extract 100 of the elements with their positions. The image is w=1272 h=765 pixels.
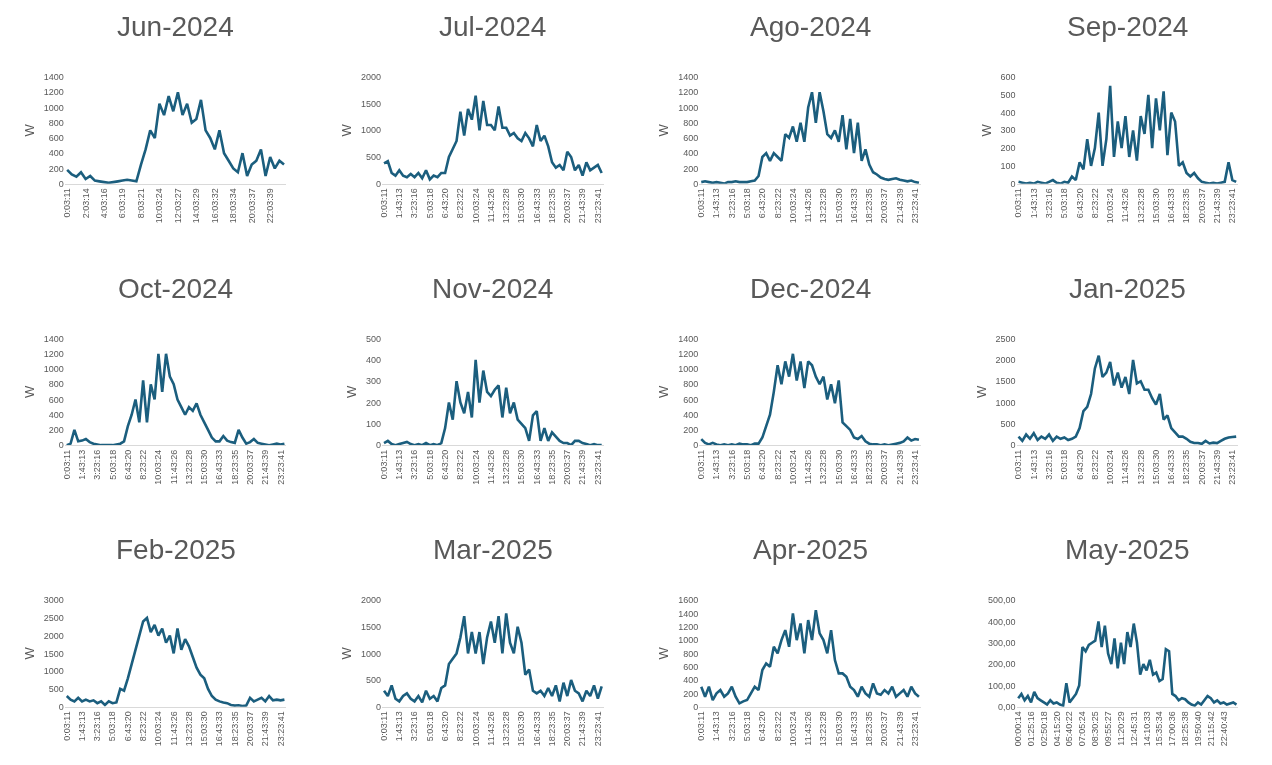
x-tick-label: 6:43:20 <box>122 449 133 480</box>
chart-title: Feb-2025 <box>116 534 236 565</box>
x-tick-label: 11:43:26 <box>803 711 814 746</box>
x-tick-label: 5:03:18 <box>424 449 435 480</box>
x-tick-label: 16:43:33 <box>214 711 225 747</box>
x-tick-label: 12:03:27 <box>172 188 183 224</box>
x-tick-label: 21:43:39 <box>260 449 271 485</box>
y-tick-label: 1500 <box>995 376 1016 387</box>
x-tick-label: 1:43:13 <box>76 711 87 742</box>
x-tick-label: 0:03:11 <box>378 449 389 480</box>
y-tick-label: 1500 <box>361 98 382 109</box>
x-tick-label: 8:23:22 <box>455 449 466 480</box>
y-tick-label: 200 <box>48 425 64 436</box>
x-tick-label: 20:03:37 <box>562 188 573 224</box>
line-series <box>382 358 603 446</box>
x-tick-label: 11:43:26 <box>1120 188 1131 223</box>
x-tick-label: 11:20:29 <box>1115 711 1126 746</box>
y-tick-label: 1000 <box>678 102 699 113</box>
y-tick-label: 600 <box>1000 72 1016 83</box>
x-tick-label: 8:23:22 <box>138 711 149 742</box>
y-tick-label: 100 <box>366 419 382 429</box>
x-tick-label: 10:03:24 <box>1105 188 1116 224</box>
y-axis-title: W <box>339 123 355 137</box>
y-tick-label: 100,00 <box>988 680 1016 691</box>
x-tick-label: 20:03:37 <box>879 449 890 485</box>
x-tick-label: 5:03:18 <box>107 711 118 742</box>
y-tick-label: 0 <box>1010 440 1016 451</box>
chart-title: Mar-2025 <box>433 534 553 565</box>
y-axis-title: W <box>656 123 672 137</box>
x-tick-label: 21:15:42 <box>1205 711 1216 747</box>
x-tick-label: 5:03:18 <box>1059 449 1070 480</box>
x-tick-label: 18:23:35 <box>864 449 875 485</box>
line-series <box>699 608 921 705</box>
x-tick-label: 3:23:16 <box>726 711 737 742</box>
x-tick-label: 8:03:21 <box>135 188 146 219</box>
x-tick-label: 0:03:11 <box>696 449 707 480</box>
y-tick-label: 500 <box>366 152 382 163</box>
x-tick-label: 13:23:28 <box>501 188 512 224</box>
x-tick-label: 10:03:24 <box>470 449 481 485</box>
x-tick-label: 8:23:22 <box>455 188 466 219</box>
line-series <box>65 352 286 446</box>
y-tick-label: 1500 <box>43 648 64 659</box>
y-tick-label: 400 <box>683 409 699 420</box>
x-tick-label: 21:43:39 <box>577 711 588 747</box>
x-tick-label: 16:43:33 <box>848 449 859 485</box>
x-tick-label: 11:43:26 <box>485 449 496 485</box>
x-tick-label: 14:03:29 <box>191 188 202 224</box>
x-tick-label: 6:43:20 <box>757 449 768 480</box>
x-tick-label: 21:43:39 <box>1212 449 1222 485</box>
x-tick-label: 13:23:28 <box>818 711 829 747</box>
x-tick-label: 10:03:24 <box>153 449 164 485</box>
y-tick-label: 1200 <box>43 87 64 98</box>
x-tick-label: 20:03:37 <box>562 711 573 747</box>
x-tick-label: 8:23:22 <box>772 188 783 219</box>
x-tick-label: 04:15:20 <box>1051 711 1062 747</box>
y-tick-label: 2000 <box>361 595 382 606</box>
y-tick-label: 400 <box>48 148 64 159</box>
x-tick-label: 05:40:22 <box>1064 711 1075 747</box>
x-tick-label: 02:50:18 <box>1038 711 1049 747</box>
y-tick-label: 500 <box>366 333 382 344</box>
x-tick-label: 6:43:20 <box>757 711 768 742</box>
chart-title: Oct-2024 <box>118 273 234 304</box>
x-tick-label: 6:03:19 <box>117 188 128 219</box>
x-tick-label: 15:03:30 <box>833 188 844 224</box>
y-tick-label: 2500 <box>43 613 64 624</box>
x-tick-label: 20:03:37 <box>879 711 890 747</box>
y-tick-label: 3000 <box>43 595 64 606</box>
y-axis-title: W <box>973 385 989 399</box>
x-tick-label: 18:23:35 <box>546 711 557 747</box>
x-tick-label: 6:43:20 <box>440 449 451 480</box>
x-tick-label: 20:03:37 <box>244 449 255 485</box>
y-tick-label: 400 <box>1000 107 1016 118</box>
y-axis-title: W <box>344 385 360 399</box>
x-tick-label: 23:23:41 <box>910 449 921 485</box>
x-tick-label: 15:35:34 <box>1154 711 1165 747</box>
x-tick-label: 23:23:41 <box>592 711 603 747</box>
x-tick-label: 23:23:41 <box>592 188 603 224</box>
y-tick-label: 1000 <box>995 397 1016 408</box>
x-tick-label: 15:03:30 <box>516 711 527 747</box>
x-tick-label: 15:03:30 <box>833 711 844 747</box>
line-series <box>382 94 603 181</box>
x-tick-label: 8:23:22 <box>772 449 783 480</box>
x-tick-label: 18:03:34 <box>228 188 239 224</box>
line-series <box>382 612 603 704</box>
x-tick-label: 0:03:11 <box>378 188 389 218</box>
y-tick-label: 1500 <box>361 621 382 632</box>
y-tick-label: 800 <box>683 117 699 128</box>
x-tick-label: 18:23:35 <box>864 711 875 747</box>
x-tick-label: 20:03:37 <box>1196 449 1207 485</box>
x-tick-label: 5:03:18 <box>742 711 753 742</box>
x-tick-label: 08:30:25 <box>1090 711 1101 747</box>
y-tick-label: 800 <box>48 117 64 128</box>
x-tick-label: 3:23:16 <box>726 449 737 480</box>
x-tick-label: 8:23:22 <box>1089 449 1100 480</box>
x-tick-label: 16:43:33 <box>531 711 542 747</box>
x-tick-label: 13:23:28 <box>1135 449 1146 485</box>
x-tick-label: 09:55:27 <box>1103 711 1114 747</box>
x-tick-label: 16:03:32 <box>209 188 220 224</box>
x-tick-label: 13:23:28 <box>818 449 829 485</box>
x-tick-label: 6:43:20 <box>440 188 451 219</box>
